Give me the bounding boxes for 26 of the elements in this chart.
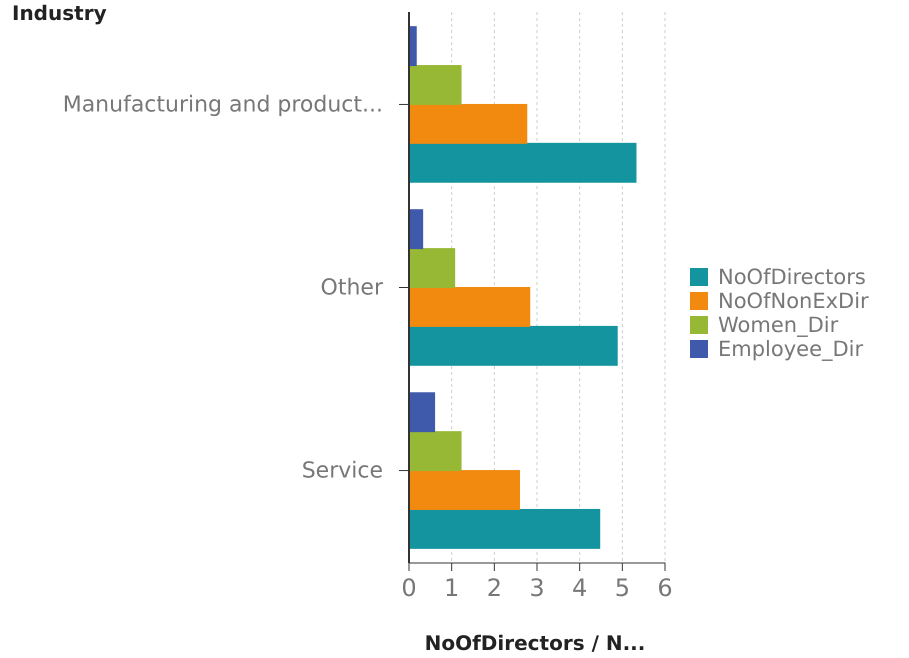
bar <box>408 431 462 472</box>
y-tick-label: Manufacturing and product... <box>62 92 383 118</box>
x-tick-label: 0 <box>401 574 417 602</box>
x-tick-label: 5 <box>614 574 630 602</box>
bar <box>408 65 462 105</box>
x-tick-label: 4 <box>572 574 588 602</box>
y-tick-label: Other <box>320 276 384 301</box>
x-tick-label: 6 <box>657 574 673 602</box>
bar <box>408 248 456 288</box>
y-axis-title: Industry <box>12 1 107 25</box>
bar <box>408 392 436 432</box>
legend-label: Employee_Dir <box>718 337 864 361</box>
x-axis-title: NoOfDirectors / N... <box>424 631 646 655</box>
x-tick-label: 3 <box>529 574 545 602</box>
bar <box>408 470 520 510</box>
x-tick-label: 1 <box>444 574 460 602</box>
legend-label: Women_Dir <box>718 313 839 337</box>
y-tick-label: Service <box>302 458 383 484</box>
bar <box>408 508 600 549</box>
legend-label: NoOfDirectors <box>718 265 866 289</box>
bar <box>408 287 530 327</box>
bar <box>408 104 528 144</box>
bar <box>408 326 618 366</box>
bar <box>408 142 636 183</box>
legend-label: NoOfNonExDir <box>718 289 870 313</box>
x-tick-label: 2 <box>486 574 502 602</box>
